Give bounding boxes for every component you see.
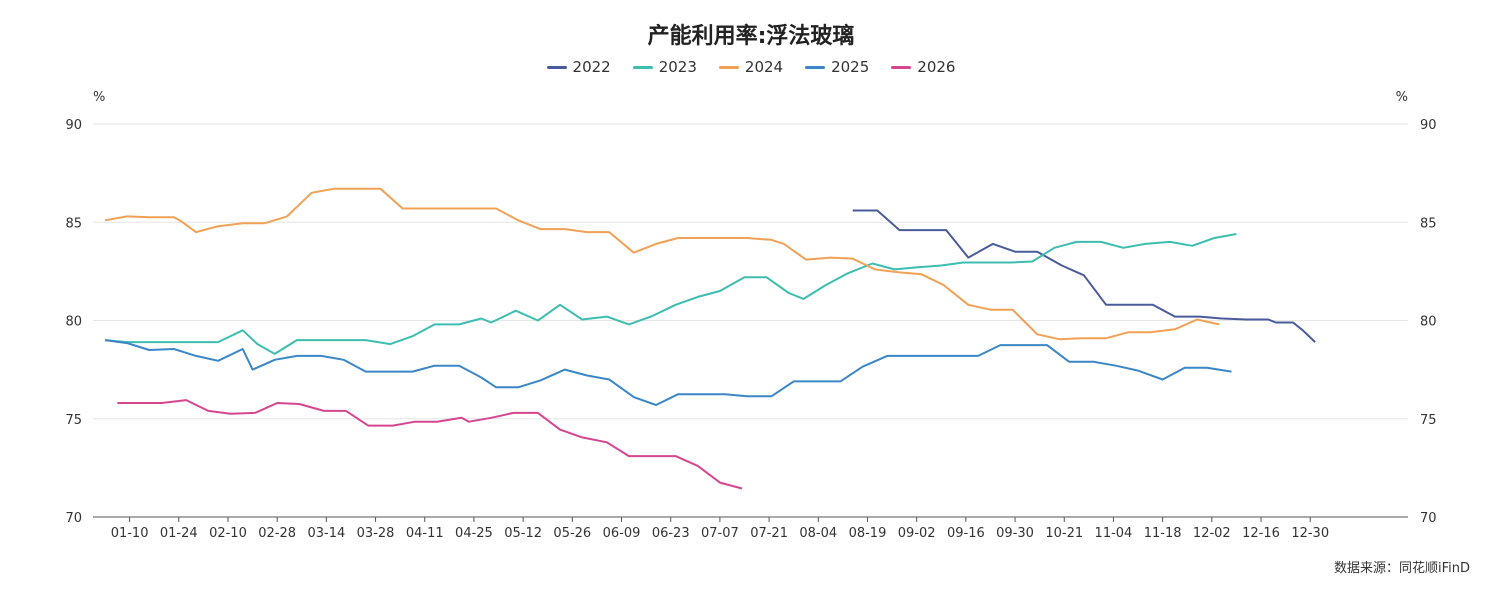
x-tick-label: 01-24: [160, 526, 198, 541]
x-tick-label: 09-02: [898, 526, 936, 541]
y-axis-unit-right: %: [1396, 90, 1408, 105]
y-tick-label-left: 70: [65, 511, 82, 526]
x-tick-label: 06-09: [603, 526, 641, 541]
x-tick-label: 03-14: [307, 526, 345, 541]
y-tick-label-right: 90: [1420, 118, 1437, 133]
x-tick-label: 05-26: [553, 526, 591, 541]
x-tick-label: 11-04: [1095, 526, 1133, 541]
legend: 2022 2023 2024 2025 2026: [0, 58, 1502, 76]
x-tick-label: 02-10: [209, 526, 247, 541]
legend-swatch: [546, 65, 567, 69]
legend-label: 2024: [744, 58, 784, 76]
chart-title: 产能利用率:浮法玻璃: [647, 24, 855, 49]
legend-swatch: [632, 65, 653, 69]
y-tick-label-left: 90: [65, 118, 82, 133]
x-tick-label: 07-21: [750, 526, 788, 541]
legend-item-2026[interactable]: 2026: [891, 58, 955, 76]
legend-item-2024[interactable]: 2024: [718, 58, 784, 76]
legend-label: 2022: [572, 58, 611, 76]
y-tick-label-right: 85: [1420, 216, 1437, 231]
legend-swatch: [805, 65, 826, 69]
x-tick-label: 10-21: [1045, 526, 1083, 541]
x-tick-label: 03-28: [357, 526, 395, 541]
legend-label: 2025: [831, 58, 870, 76]
data-source: 数据来源：同花顺iFinD: [1333, 561, 1470, 576]
y-tick-label-left: 80: [65, 315, 82, 330]
x-tick-label: 01-10: [111, 526, 149, 541]
x-tick-label: 08-04: [799, 526, 837, 541]
legend-label: 2026: [917, 58, 956, 76]
legend-swatch: [891, 65, 912, 69]
x-tick-label: 12-02: [1193, 526, 1231, 541]
series-line-2025: [104, 339, 1232, 406]
legend-label: 2023: [658, 58, 697, 76]
x-tick-label: 04-25: [455, 526, 493, 541]
x-tick-label: 02-28: [258, 526, 296, 541]
legend-swatch: [718, 65, 739, 69]
series-line-2026: [117, 399, 743, 490]
x-tick-label: 12-30: [1291, 526, 1329, 541]
legend-item-2022[interactable]: 2022: [546, 58, 611, 76]
legend-item-2023[interactable]: 2023: [632, 58, 697, 76]
x-tick-label: 04-11: [406, 526, 444, 541]
series-line-2022: [852, 209, 1316, 343]
y-tick-label-left: 85: [65, 216, 82, 231]
x-tick-label: 09-30: [996, 526, 1034, 541]
x-tick-label: 08-19: [849, 526, 887, 541]
y-axis-unit-left: %: [93, 90, 105, 105]
x-tick-label: 06-23: [652, 526, 690, 541]
x-tick-label: 11-18: [1144, 526, 1182, 541]
series-line-2023: [104, 233, 1237, 355]
x-tick-label: 12-16: [1242, 526, 1280, 541]
y-tick-label-right: 75: [1420, 413, 1437, 428]
x-tick-label: 05-12: [504, 526, 542, 541]
y-tick-label-right: 70: [1420, 511, 1437, 526]
y-tick-label-left: 75: [65, 413, 82, 428]
x-tick-label: 07-07: [701, 526, 739, 541]
series-line-2024: [104, 187, 1220, 341]
x-tick-label: 09-16: [947, 526, 985, 541]
legend-item-2025[interactable]: 2025: [805, 58, 869, 76]
y-tick-label-right: 80: [1420, 315, 1437, 330]
